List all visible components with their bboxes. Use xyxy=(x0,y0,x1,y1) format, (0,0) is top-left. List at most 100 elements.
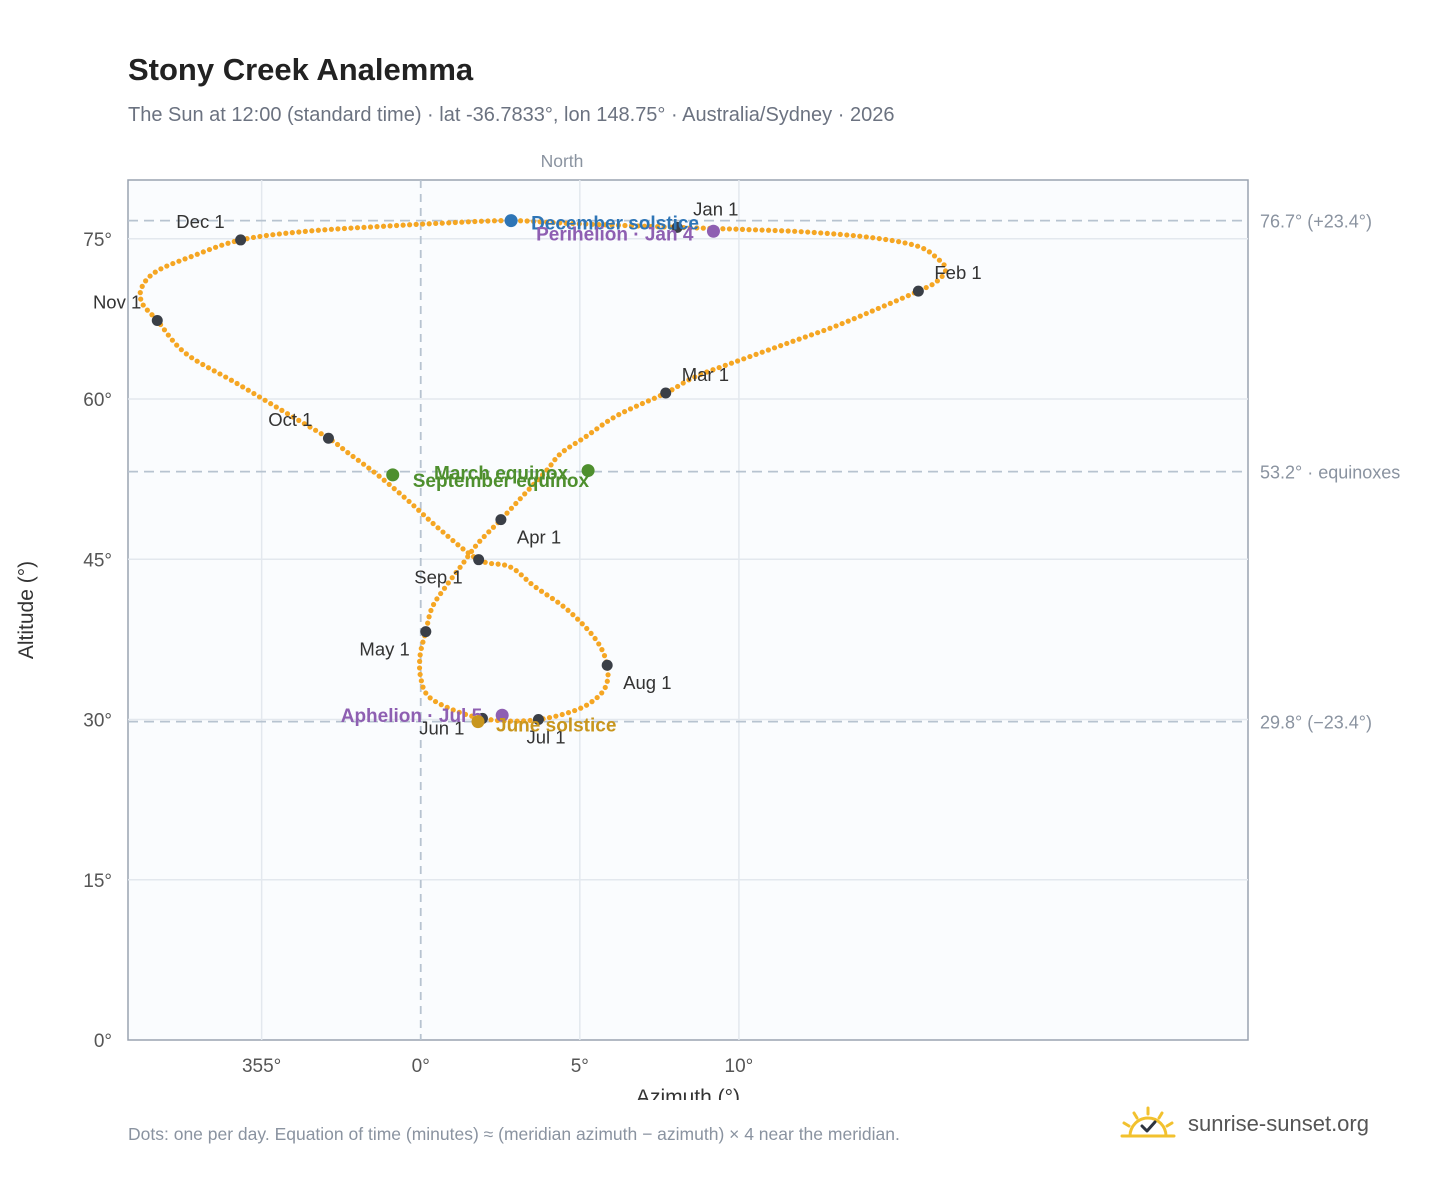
day-dot xyxy=(459,219,465,225)
month-marker-label: Jan 1 xyxy=(693,198,738,219)
day-dot xyxy=(610,415,616,421)
day-dot xyxy=(831,231,837,237)
day-dot xyxy=(340,445,346,452)
month-marker xyxy=(671,221,683,233)
day-dot xyxy=(225,240,231,246)
day-dot xyxy=(439,220,445,226)
day-dot xyxy=(818,230,824,236)
day-dot xyxy=(273,404,279,410)
day-dot xyxy=(212,244,219,250)
day-dot xyxy=(556,452,562,458)
day-dot xyxy=(149,312,155,318)
day-dot xyxy=(661,224,667,230)
day-dot xyxy=(942,268,949,274)
day-dot xyxy=(881,303,887,309)
month-marker-label: Nov 1 xyxy=(93,291,141,312)
day-dot xyxy=(887,300,893,306)
day-dot xyxy=(170,260,176,267)
day-dot xyxy=(602,222,608,228)
day-dot xyxy=(548,462,554,468)
day-dot xyxy=(401,494,407,500)
day-dot xyxy=(594,426,600,432)
day-dot xyxy=(245,387,251,393)
day-dot xyxy=(228,377,235,383)
day-dot xyxy=(283,230,289,236)
day-dot xyxy=(290,414,296,420)
month-marker xyxy=(322,432,334,444)
day-dot xyxy=(223,374,229,380)
x-tick-label: 0° xyxy=(412,1056,430,1077)
day-dot xyxy=(465,554,471,560)
day-dot xyxy=(584,625,590,632)
day-dot xyxy=(315,227,321,233)
day-dot xyxy=(941,262,947,268)
event-marker xyxy=(706,224,720,238)
day-dot xyxy=(535,477,541,483)
day-dot xyxy=(883,236,889,243)
day-dot xyxy=(521,718,527,724)
day-dot xyxy=(692,374,698,380)
month-marker-label: Sep 1 xyxy=(414,567,462,588)
event-label: Aphelion · Jul 5 xyxy=(341,706,483,727)
day-dot xyxy=(433,220,439,227)
day-dot xyxy=(416,507,422,513)
day-dot xyxy=(334,441,341,448)
day-dot xyxy=(420,512,427,518)
day-dot xyxy=(604,678,610,684)
day-dot xyxy=(899,295,905,301)
y-tick-label: 45° xyxy=(83,550,112,571)
month-marker-label: Apr 1 xyxy=(517,527,561,548)
day-dot xyxy=(256,394,263,400)
day-dot xyxy=(811,229,817,236)
day-dot xyxy=(592,635,598,642)
day-dot xyxy=(501,562,508,568)
day-dot xyxy=(889,237,895,244)
day-dot xyxy=(270,232,276,238)
day-dot xyxy=(435,525,441,531)
event-label: September equinox xyxy=(413,471,590,492)
day-dot xyxy=(418,678,424,684)
day-dot xyxy=(489,560,495,567)
day-dot xyxy=(440,529,446,535)
day-dot xyxy=(796,336,802,342)
day-dot xyxy=(753,351,759,357)
day-dot xyxy=(921,246,927,252)
day-dot xyxy=(686,377,692,383)
day-dot xyxy=(374,224,380,230)
day-dot xyxy=(354,225,361,231)
day-dot xyxy=(427,695,433,701)
day-dot xyxy=(189,355,195,361)
x-axis-label: Azimuth (°) xyxy=(636,1086,740,1100)
day-dot xyxy=(355,457,361,463)
day-dot xyxy=(815,330,821,336)
day-dot xyxy=(588,630,594,637)
day-dot xyxy=(328,226,334,232)
day-dot xyxy=(716,364,722,371)
y-tick-label: 30° xyxy=(83,711,112,732)
x-tick-label: 10° xyxy=(725,1056,754,1077)
day-dot xyxy=(605,672,611,678)
day-dot xyxy=(313,427,319,433)
day-dot xyxy=(746,227,752,233)
day-dot xyxy=(839,320,845,327)
day-dot xyxy=(772,227,778,234)
day-dot xyxy=(863,234,869,240)
day-dot xyxy=(539,472,546,478)
day-dot xyxy=(694,225,700,231)
day-dot xyxy=(194,251,200,257)
day-dot xyxy=(915,243,921,249)
brand[interactable]: sunrise-sunset.org xyxy=(1120,1102,1369,1146)
day-dot xyxy=(234,380,240,387)
day-dot xyxy=(546,714,553,721)
event-label: June solstice xyxy=(496,716,616,737)
day-dot xyxy=(896,239,902,245)
day-dot xyxy=(152,269,158,275)
day-dot xyxy=(430,520,436,527)
day-dot xyxy=(438,702,444,708)
day-dot xyxy=(583,433,589,439)
day-dot xyxy=(345,450,351,456)
day-dot xyxy=(426,221,432,227)
day-dot xyxy=(902,240,908,246)
day-dot xyxy=(490,524,497,530)
day-dot xyxy=(588,430,595,436)
